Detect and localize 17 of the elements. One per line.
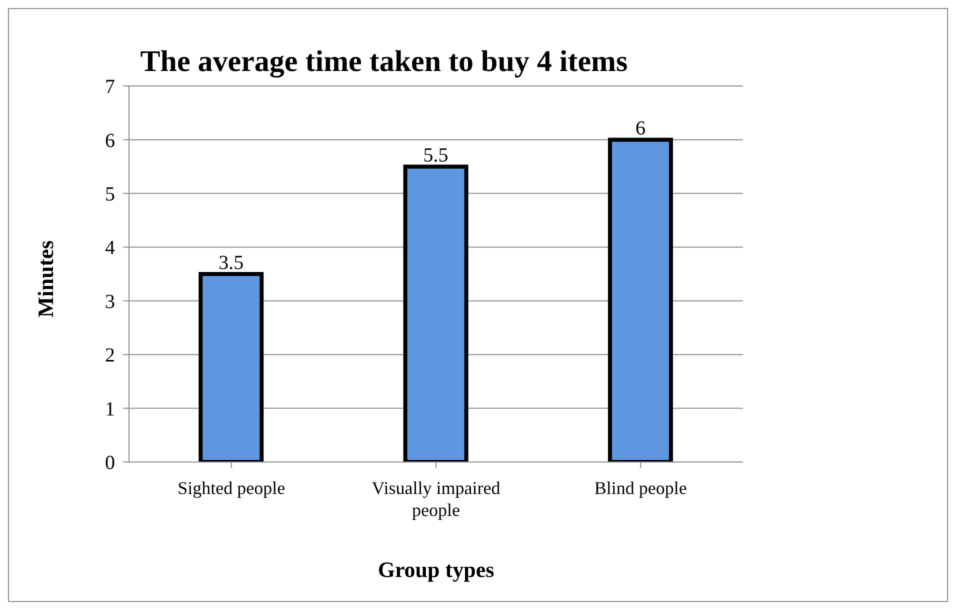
y-tick-label: 2 bbox=[105, 344, 115, 367]
x-tick-label: Visually impaired people bbox=[372, 478, 500, 520]
y-tick-label: 0 bbox=[105, 452, 115, 474]
data-label: 3.5 bbox=[218, 252, 244, 274]
y-tick-label: 3 bbox=[105, 290, 115, 313]
y-tick-label: 5 bbox=[105, 184, 115, 206]
y-axis-title: Minutes bbox=[33, 240, 59, 318]
data-label: 5.5 bbox=[423, 144, 448, 167]
y-tick-label: 6 bbox=[105, 130, 115, 152]
x-axis-title: Group types bbox=[376, 557, 496, 583]
y-tick-label: 4 bbox=[105, 237, 115, 260]
y-tick-label: 7 bbox=[105, 76, 115, 98]
data-label: 6 bbox=[635, 118, 646, 140]
x-tick-label: Sighted people bbox=[178, 478, 286, 498]
y-tick-label: 1 bbox=[105, 398, 115, 420]
x-tick-label: Blind people bbox=[594, 478, 687, 498]
chart-title: The average time taken to buy 4 items bbox=[140, 45, 628, 78]
